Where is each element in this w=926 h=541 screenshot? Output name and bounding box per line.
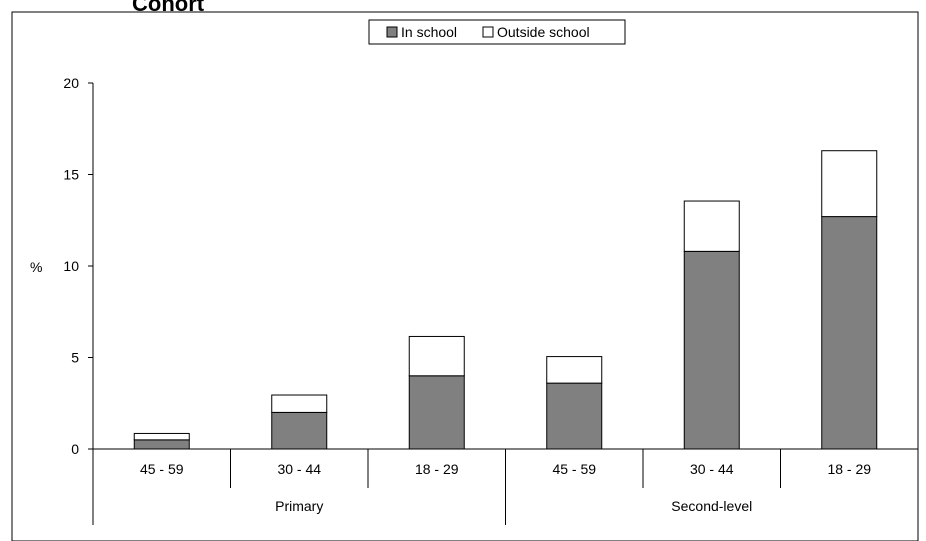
legend: In school Outside school (368, 19, 626, 45)
y-tick-label: 0 (71, 441, 79, 457)
y-tick-label: 20 (63, 75, 79, 91)
x-tick-label: 18 - 29 (415, 461, 459, 477)
x-tick-label: 45 - 59 (552, 461, 596, 477)
bar-in-school (821, 216, 878, 450)
bar-in-school (683, 250, 740, 450)
y-tick-label: 10 (63, 258, 79, 274)
plot-area: 0 5 10 15 20 45 - 59 30 - 44 18 - 29 45 - 59 30 -… (63, 75, 919, 525)
bar-outside-school (821, 150, 878, 218)
bar-outside-school (271, 394, 328, 413)
x-tick-label: 30 - 44 (277, 461, 321, 477)
bar-outside-school (133, 432, 190, 441)
x-tick-label: 30 - 44 (690, 461, 734, 477)
bar-outside-school (546, 356, 603, 384)
group-label: Second-level (671, 498, 752, 514)
y-tick-label: 5 (71, 350, 79, 366)
y-tick-label: 15 (63, 167, 79, 183)
legend-swatch-outside-school (482, 26, 494, 38)
y-axis-label: % (30, 259, 42, 275)
legend-swatch-in-school (386, 26, 398, 38)
x-tick-label: 45 - 59 (140, 461, 184, 477)
bar-in-school (408, 375, 465, 450)
legend-box (368, 19, 626, 45)
bar-outside-school (408, 335, 465, 377)
bar-in-school (546, 382, 603, 450)
legend-label-outside-school: Outside school (497, 24, 590, 40)
chart-frame (11, 11, 919, 541)
x-tick-label: 18 - 29 (827, 461, 871, 477)
bar-in-school (271, 411, 328, 450)
legend-label-in-school: In school (401, 24, 457, 40)
bar-outside-school (683, 200, 740, 252)
group-label: Primary (275, 498, 323, 514)
bar-in-school (133, 439, 190, 450)
